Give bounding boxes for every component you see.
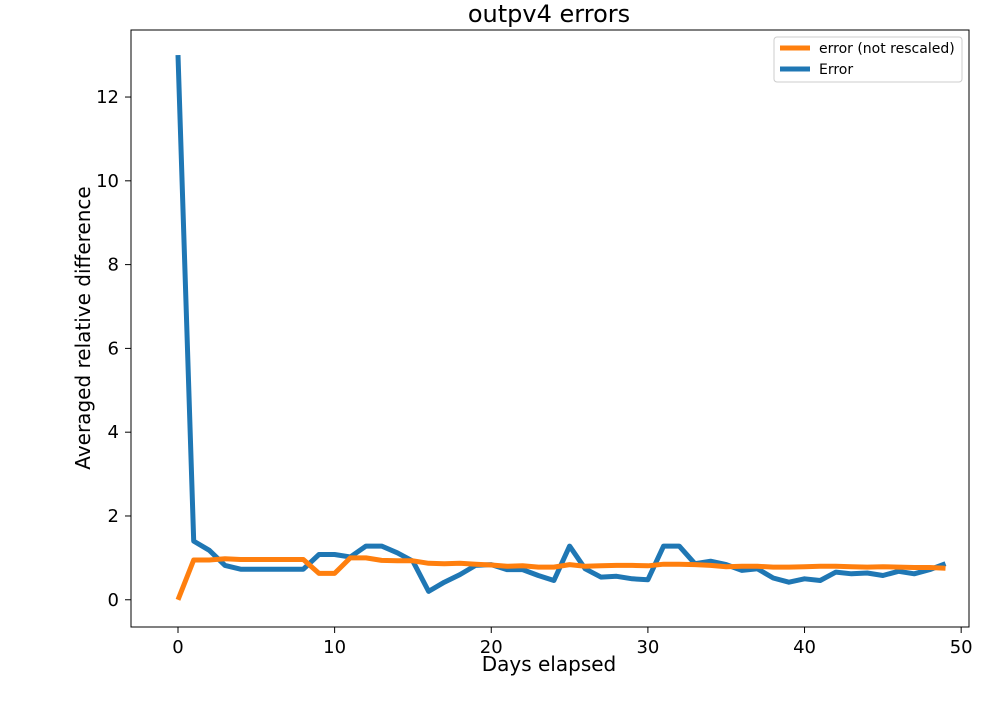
y-tick-label: 6 (108, 338, 119, 359)
y-axis: 0 2 4 6 8 10 12 (96, 87, 131, 611)
y-tick-label: 4 (108, 422, 119, 443)
legend-label: Error (819, 62, 853, 78)
y-tick-label: 10 (96, 171, 119, 192)
x-tick-label: 40 (793, 637, 816, 658)
x-tick-label: 10 (323, 637, 346, 658)
y-tick-label: 0 (108, 590, 119, 611)
x-tick-label: 30 (636, 637, 659, 658)
x-tick-label: 0 (172, 637, 183, 658)
x-tick-label: 50 (950, 637, 973, 658)
series-lines (175, 55, 947, 601)
legend-label: error (not rescaled) (819, 41, 955, 57)
y-tick-label: 2 (108, 506, 119, 527)
legend: error (not rescaled) Error (773, 36, 963, 83)
chart-title: outpv4 errors (468, 0, 630, 28)
plot-area (130, 29, 970, 628)
x-axis-label: Days elapsed (482, 652, 617, 676)
y-tick-label: 12 (96, 87, 119, 108)
x-axis: 0 10 20 30 40 50 (172, 627, 973, 658)
y-axis-label: Averaged relative difference (71, 186, 95, 469)
legend-box (773, 36, 963, 83)
series-line-error-not-rescaled (175, 555, 946, 601)
x-tick-label: 20 (480, 637, 503, 658)
y-tick-label: 8 (108, 255, 119, 276)
series-line-error (175, 55, 947, 594)
